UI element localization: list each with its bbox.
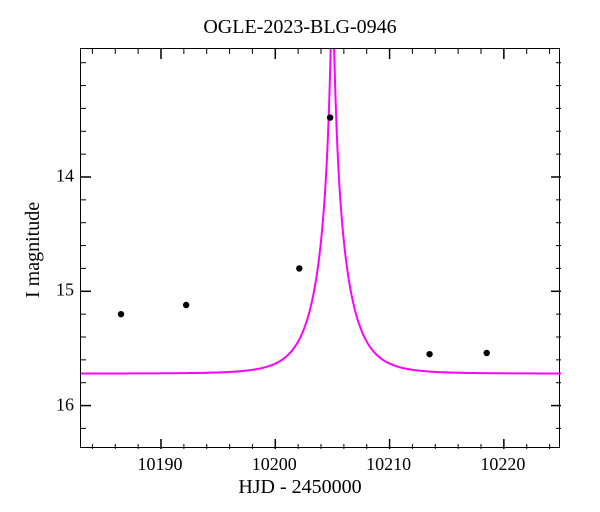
data-point <box>426 351 432 357</box>
y-tick-label: 15 <box>50 280 74 301</box>
data-point <box>484 350 490 356</box>
y-tick-label: 16 <box>50 394 74 415</box>
x-tick-label: 10220 <box>480 454 525 475</box>
y-axis-label: I magnitude <box>22 202 45 298</box>
x-tick-label: 10210 <box>366 454 411 475</box>
y-tick-label: 14 <box>50 166 74 187</box>
chart-stage: OGLE-2023-BLG-0946 I magnitude HJD - 245… <box>0 0 600 512</box>
plot-svg <box>81 49 561 449</box>
plot-area <box>80 48 560 448</box>
data-point <box>296 265 302 271</box>
x-tick-label: 10190 <box>138 454 183 475</box>
chart-title: OGLE-2023-BLG-0946 <box>0 16 600 39</box>
data-point <box>183 302 189 308</box>
data-point <box>327 114 333 120</box>
data-point <box>118 311 124 317</box>
x-axis-label: HJD - 2450000 <box>0 476 600 499</box>
model-curve <box>81 49 561 374</box>
x-tick-label: 10200 <box>252 454 297 475</box>
